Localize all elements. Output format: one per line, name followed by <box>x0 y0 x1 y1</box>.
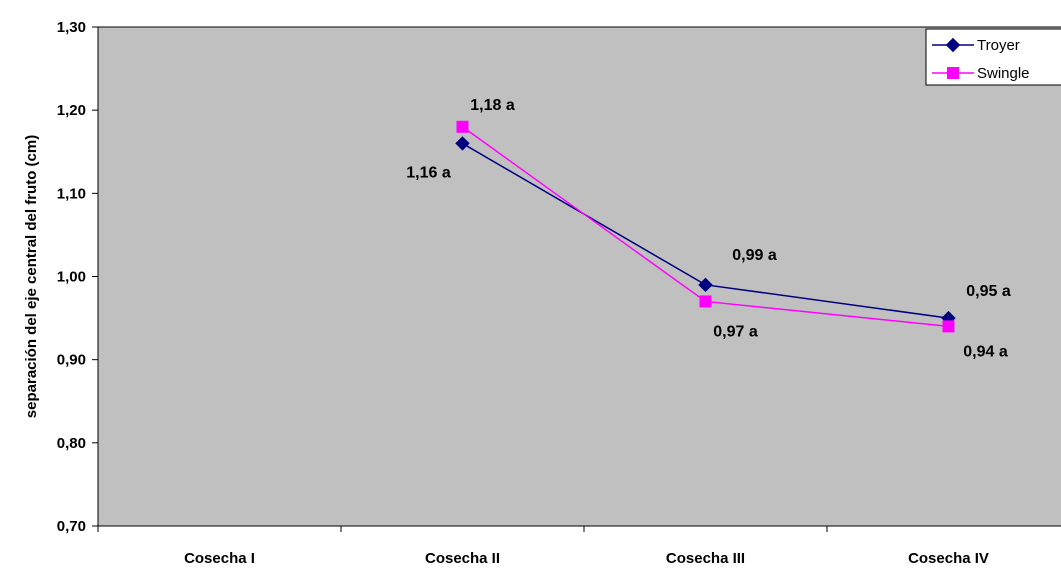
x-category-label: Cosecha III <box>666 550 745 567</box>
point-marker <box>943 320 955 332</box>
y-tick-label: 1,30 <box>57 19 86 36</box>
y-tick-label: 0,70 <box>57 518 86 535</box>
x-axis: Cosecha I Cosecha II Cosecha III Cosecha IV <box>98 526 1061 567</box>
y-tick-label: 1,20 <box>57 102 86 119</box>
y-axis-title: separación del eje central del fruto (cm… <box>23 135 40 418</box>
data-label: 0,94 a <box>963 343 1008 360</box>
legend-label: Swingle <box>977 65 1030 82</box>
data-label: 1,18 a <box>470 97 515 114</box>
legend: Troyer Swingle <box>926 29 1061 85</box>
y-tick-label: 1,10 <box>57 185 86 202</box>
x-category-label: Cosecha II <box>425 550 500 567</box>
y-tick-label: 0,80 <box>57 435 86 452</box>
legend-label: Troyer <box>977 37 1020 54</box>
y-axis: 0,70 0,80 0,90 1,00 1,10 1,20 1,30 <box>57 19 98 535</box>
y-tick-label: 0,90 <box>57 352 86 369</box>
data-label: 1,16 a <box>406 164 451 181</box>
data-label: 0,99 a <box>732 247 777 264</box>
data-label: 0,97 a <box>713 323 758 340</box>
point-marker <box>700 295 712 307</box>
plot-area <box>98 27 1061 526</box>
y-tick-label: 1,00 <box>57 269 86 286</box>
point-marker <box>947 67 959 79</box>
data-label: 0,95 a <box>966 283 1011 300</box>
point-marker <box>457 121 469 133</box>
x-category-label: Cosecha I <box>184 550 255 567</box>
x-category-label: Cosecha IV <box>908 550 989 567</box>
